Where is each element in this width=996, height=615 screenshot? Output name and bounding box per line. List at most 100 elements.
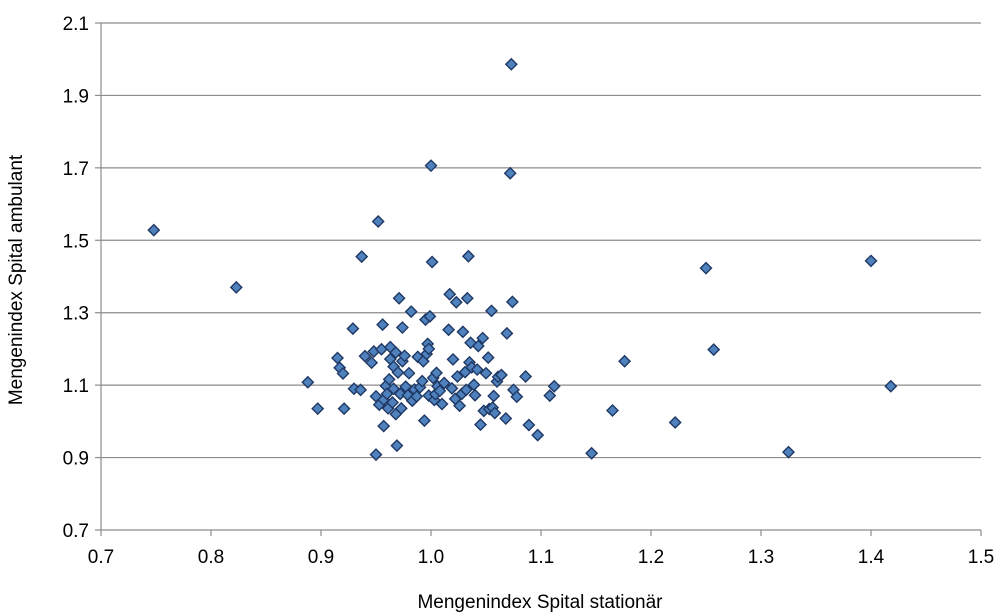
data-point — [494, 368, 508, 382]
data-point — [864, 254, 878, 268]
data-point — [531, 428, 545, 442]
data-point — [424, 159, 438, 173]
data-point — [437, 376, 451, 390]
y-tick-label: 0.9 — [63, 449, 89, 470]
data-point — [449, 295, 463, 309]
data-point — [435, 397, 449, 411]
data-point — [485, 304, 498, 318]
data-point — [505, 295, 519, 309]
data-point — [337, 402, 351, 416]
data-point — [430, 366, 443, 380]
data-point — [433, 384, 447, 398]
data-point — [782, 445, 795, 459]
data-point — [519, 369, 533, 383]
data-point — [471, 339, 485, 353]
x-tick-label: 1.5 — [968, 547, 994, 568]
data-point — [479, 366, 493, 380]
data-point — [487, 389, 501, 403]
y-tick-label: 1.9 — [63, 86, 89, 107]
data-point — [398, 349, 412, 363]
data-point — [543, 389, 557, 403]
data-point — [446, 352, 460, 366]
x-tick-label: 0.8 — [198, 547, 224, 568]
data-point — [470, 363, 484, 377]
data-point — [311, 402, 325, 416]
x-tick-label: 0.7 — [88, 547, 114, 568]
data-point — [456, 325, 470, 339]
y-axis-tick-labels: 0.7 0.9 1.1 1.3 1.5 1.7 1.9 2.1 — [63, 14, 89, 542]
data-point — [585, 446, 599, 460]
y-tick-label: 1.1 — [63, 376, 89, 397]
data-point — [331, 351, 344, 365]
data-point — [377, 419, 391, 433]
data-point — [369, 448, 383, 462]
x-tick-label: 1.3 — [748, 547, 774, 568]
axes — [95, 22, 982, 536]
data-point — [459, 383, 473, 397]
data-point — [442, 323, 456, 337]
y-tick-label: 2.1 — [63, 14, 89, 35]
y-tick-label: 1.3 — [63, 304, 89, 325]
data-point — [376, 318, 390, 332]
data-point — [476, 331, 490, 345]
data-point — [391, 365, 405, 379]
data-point — [402, 366, 416, 380]
data-point — [147, 223, 161, 237]
data-point — [355, 250, 369, 264]
y-tick-label: 1.5 — [63, 231, 89, 252]
data-point — [474, 418, 487, 432]
data-point — [425, 255, 439, 269]
data-point — [450, 369, 464, 383]
data-point — [699, 261, 713, 275]
data-point — [346, 322, 360, 336]
data-point — [371, 214, 385, 228]
data-point — [423, 309, 437, 323]
data-point — [389, 346, 403, 360]
x-tick-label: 1.4 — [858, 547, 885, 568]
data-point — [301, 375, 315, 389]
data-point — [410, 389, 424, 403]
data-point — [443, 287, 457, 301]
data-point — [503, 166, 517, 180]
x-tick-label: 1.2 — [638, 547, 664, 568]
data-point — [386, 396, 399, 410]
data-point — [422, 342, 436, 356]
data-point — [460, 291, 474, 305]
gridlines — [101, 22, 981, 459]
data-point — [499, 411, 513, 425]
data-point — [468, 388, 482, 402]
data-point — [488, 406, 502, 420]
data-points — [147, 57, 898, 462]
data-point — [500, 326, 514, 340]
x-axis-tick-labels: 0.7 0.8 0.9 1.0 1.1 1.2 1.3 1.4 1.5 — [88, 547, 994, 568]
data-point — [504, 57, 518, 71]
data-point — [707, 343, 721, 357]
data-point — [395, 321, 409, 335]
data-point — [510, 390, 524, 404]
data-point — [354, 383, 368, 397]
data-point — [522, 418, 536, 432]
data-point — [547, 379, 561, 393]
data-point — [392, 291, 406, 305]
data-point — [229, 280, 243, 294]
data-point — [606, 404, 619, 417]
data-point — [394, 401, 408, 415]
y-tick-label: 0.7 — [63, 521, 89, 542]
data-point — [445, 381, 459, 395]
data-point — [461, 249, 475, 263]
data-point — [668, 415, 682, 429]
y-axis-title: Mengenindex Spital ambulant — [6, 154, 27, 405]
data-point — [453, 399, 467, 413]
data-point — [415, 374, 429, 388]
data-point — [884, 379, 898, 393]
x-axis-title: Mengenindex Spital stationär — [417, 592, 663, 613]
y-tick-label: 1.7 — [63, 159, 89, 180]
data-point — [336, 367, 350, 381]
data-point — [481, 351, 495, 365]
data-point — [365, 356, 379, 370]
data-point — [404, 305, 418, 319]
data-point — [618, 354, 632, 368]
x-tick-label: 0.9 — [308, 547, 334, 568]
x-tick-label: 1.0 — [418, 547, 444, 568]
